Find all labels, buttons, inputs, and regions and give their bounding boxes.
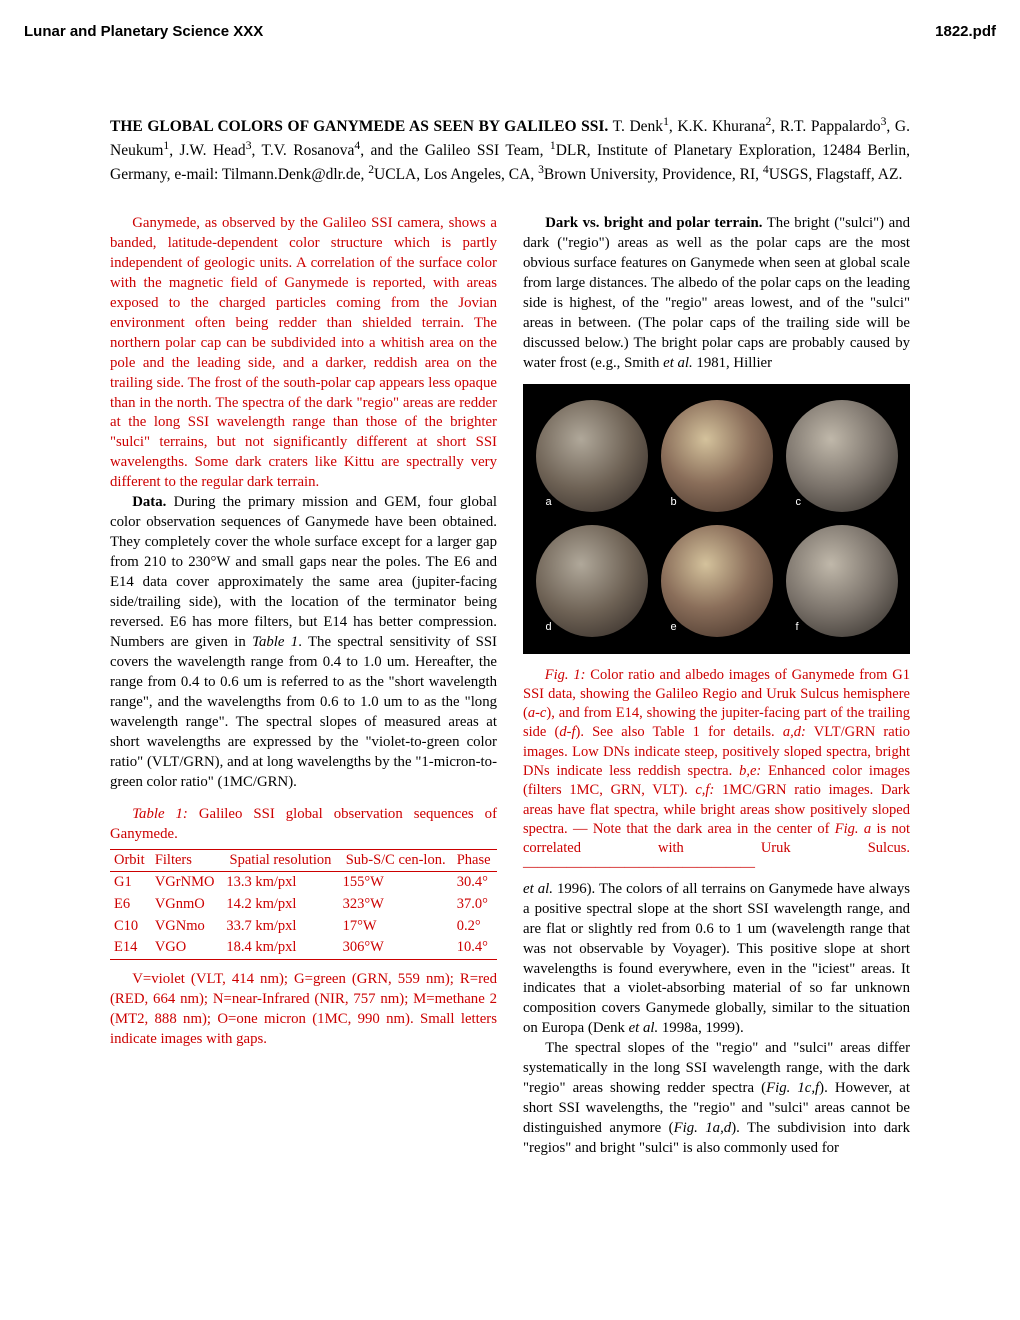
header-right: 1822.pdf [935, 22, 996, 42]
right-column: Dark vs. bright and polar terrain. The b… [523, 214, 910, 1159]
content: THE GLOBAL COLORS OF GANYMEDE AS SEEN BY… [0, 54, 1020, 1199]
globe-e: e [661, 525, 773, 637]
data-paragraph: Data. During the primary mission and GEM… [110, 493, 497, 793]
col2-para2: The spectral slopes of the "regio" and "… [523, 1039, 910, 1159]
darkbright-body: The bright ("sulci") and dark ("regio") … [523, 215, 910, 371]
col2-continued: et al. 1996). The colors of all terrains… [523, 880, 910, 1040]
figure-row-bottom: d e f [529, 521, 904, 641]
abstract-paragraph: Ganymede, as observed by the Galileo SSI… [110, 214, 497, 494]
globe-a: a [536, 400, 648, 512]
fig1-caption-rest: Color ratio and albedo images of Ganymed… [523, 667, 910, 876]
th-orbit: Orbit [110, 849, 151, 872]
table-row: E6 VGnmO 14.2 km/pxl 323°W 37.0° [110, 894, 497, 916]
title-block: THE GLOBAL COLORS OF GANYMEDE AS SEEN BY… [110, 114, 910, 186]
table-header-row: Orbit Filters Spatial resolution Sub-S/C… [110, 849, 497, 872]
th-resolution: Spatial resolution [222, 849, 338, 872]
figure1-caption: Fig. 1: Color ratio and albedo images of… [523, 666, 910, 878]
globe-f: f [786, 525, 898, 637]
paper-title: THE GLOBAL COLORS OF GANYMEDE AS SEEN BY… [110, 118, 608, 135]
page-header: Lunar and Planetary Science XXX 1822.pdf [0, 0, 1020, 54]
figure1-image: a b c d e f [523, 384, 910, 654]
table1-caption-lead: Table 1: [132, 806, 188, 822]
th-filters: Filters [151, 849, 223, 872]
left-column: Ganymede, as observed by the Galileo SSI… [110, 214, 497, 1159]
table1-caption: Table 1: Galileo SSI global observation … [110, 805, 497, 845]
globe-d: d [536, 525, 648, 637]
table-row: C10 VGNmo 33.7 km/pxl 17°W 0.2° [110, 916, 497, 938]
globe-b: b [661, 400, 773, 512]
globe-c: c [786, 400, 898, 512]
darkbright-paragraph: Dark vs. bright and polar terrain. The b… [523, 214, 910, 374]
darkbright-heading: Dark vs. bright and polar terrain. [545, 215, 762, 231]
figure-row-top: a b c [529, 396, 904, 516]
data-heading: Data. [132, 494, 166, 510]
table1-note: V=violet (VLT, 414 nm); G=green (GRN, 55… [110, 970, 497, 1050]
columns: Ganymede, as observed by the Galileo SSI… [110, 214, 910, 1159]
fig1-caption-lead: Fig. 1: [545, 667, 586, 683]
table-row: E14 VGO 18.4 km/pxl 306°W 10.4° [110, 937, 497, 959]
header-left: Lunar and Planetary Science XXX [24, 22, 263, 42]
table1: Orbit Filters Spatial resolution Sub-S/C… [110, 849, 497, 960]
table1-table: Orbit Filters Spatial resolution Sub-S/C… [110, 849, 497, 960]
th-phase: Phase [453, 849, 497, 872]
data-body: During the primary mission and GEM, four… [110, 494, 497, 790]
th-cenlon: Sub-S/C cen-lon. [339, 849, 453, 872]
table-row: G1 VGrNMO 13.3 km/pxl 155°W 30.4° [110, 872, 497, 894]
